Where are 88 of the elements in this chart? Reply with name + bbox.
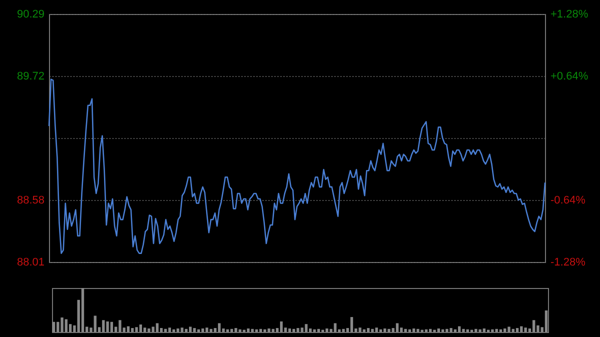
line-series <box>48 78 546 254</box>
bar <box>366 328 370 332</box>
bar <box>404 328 407 332</box>
y2-tick-label: -0.64% <box>550 194 586 206</box>
bar <box>184 328 188 332</box>
bar <box>193 328 196 332</box>
bar <box>317 328 320 332</box>
bar <box>375 328 378 332</box>
bar <box>218 323 221 332</box>
bar <box>334 323 337 332</box>
bar <box>416 328 420 332</box>
bar <box>342 328 345 332</box>
bar <box>52 322 56 332</box>
bar <box>272 328 274 332</box>
bar <box>81 288 84 332</box>
bar <box>152 326 154 332</box>
bar <box>313 329 316 332</box>
bar <box>280 321 283 332</box>
bar <box>495 328 498 332</box>
bar <box>516 328 519 332</box>
bar <box>188 326 192 332</box>
bar <box>139 324 142 332</box>
bar <box>512 328 514 332</box>
bar <box>296 328 300 332</box>
bar <box>437 328 440 332</box>
bar <box>131 328 134 332</box>
bar <box>230 328 234 332</box>
bar <box>135 327 138 332</box>
bar <box>532 320 536 332</box>
bar <box>148 328 150 332</box>
bar <box>474 328 478 332</box>
bar <box>371 328 374 332</box>
bar <box>102 320 105 332</box>
bar <box>396 323 399 332</box>
bar <box>156 323 159 332</box>
bar <box>246 328 250 332</box>
bar <box>520 326 523 332</box>
bar <box>326 328 328 332</box>
bar <box>176 328 180 332</box>
bar <box>524 328 527 332</box>
bar <box>238 329 242 332</box>
bar <box>383 328 386 332</box>
bar <box>251 328 254 332</box>
bar <box>64 319 68 332</box>
bar <box>462 328 465 332</box>
bar <box>168 328 171 332</box>
bar <box>234 328 238 332</box>
bar <box>350 317 354 332</box>
bar <box>358 328 362 332</box>
bar <box>288 328 291 332</box>
bar <box>210 328 212 332</box>
bar <box>56 322 60 332</box>
bar <box>450 328 452 332</box>
bar <box>300 328 304 332</box>
bar <box>544 310 548 332</box>
bar <box>482 328 486 332</box>
bar <box>388 328 390 332</box>
bar <box>106 321 109 332</box>
bar <box>304 324 308 332</box>
bar <box>491 329 494 332</box>
bar <box>164 328 167 332</box>
y2-tick-label: +0.64% <box>550 70 588 82</box>
bar <box>94 316 96 332</box>
bar <box>429 328 432 332</box>
bar <box>60 317 64 332</box>
y-tick-label: 89.72 <box>16 70 44 82</box>
bar <box>110 322 114 332</box>
bar <box>259 328 262 332</box>
bar <box>412 328 416 332</box>
bar <box>143 328 146 332</box>
y2-tick-label: -1.28% <box>550 256 586 268</box>
bar <box>180 328 184 332</box>
bar <box>268 328 270 332</box>
y-tick-label: 90.29 <box>16 8 44 20</box>
bar <box>446 328 448 332</box>
bar <box>201 328 204 332</box>
y-tick-label: 88.58 <box>16 194 44 206</box>
bar <box>206 328 208 332</box>
y2-tick-label: +1.28% <box>550 8 588 20</box>
bar <box>226 329 229 332</box>
y-tick-label: 88.01 <box>16 256 44 268</box>
bar <box>504 328 506 332</box>
bar <box>508 326 510 332</box>
bar <box>309 328 312 332</box>
bar <box>255 329 258 332</box>
bar <box>478 329 482 332</box>
bar <box>292 328 296 332</box>
bar <box>118 320 122 332</box>
